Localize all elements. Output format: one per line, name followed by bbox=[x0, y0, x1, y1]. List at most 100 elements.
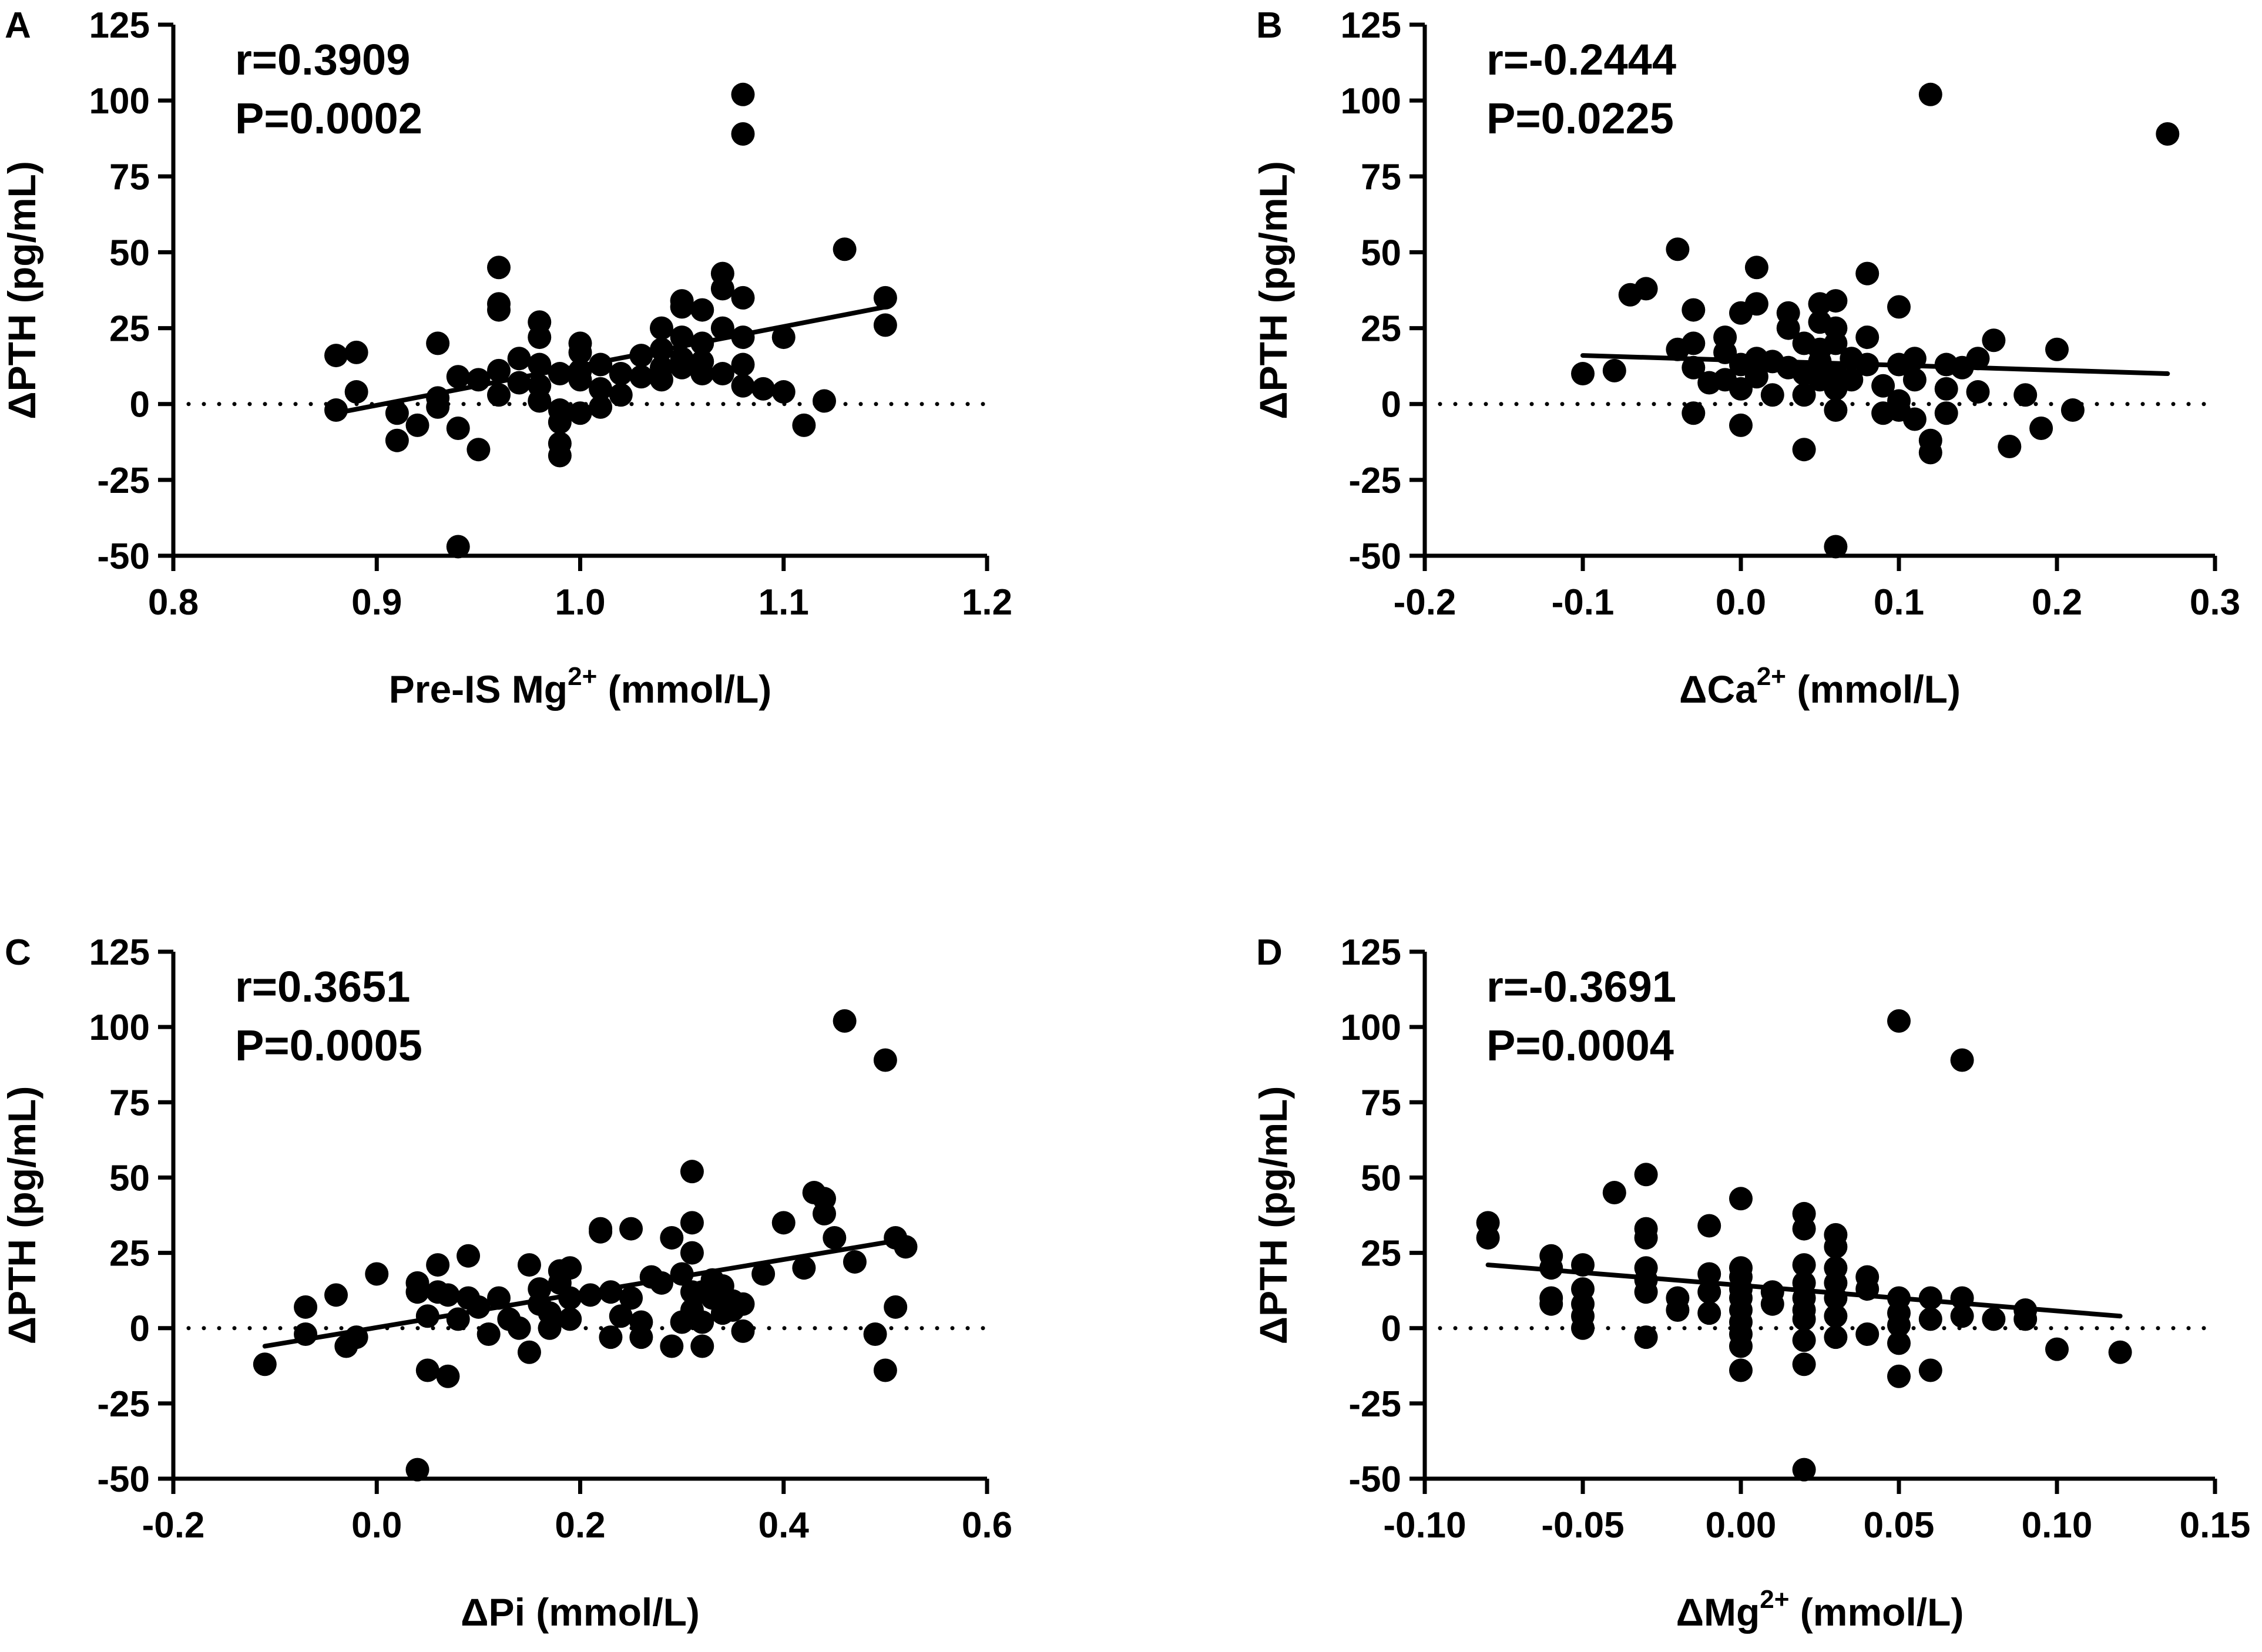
data-point bbox=[1682, 355, 1706, 380]
data-point bbox=[365, 1262, 389, 1286]
data-point bbox=[863, 1322, 887, 1346]
data-point bbox=[1571, 362, 1595, 386]
y-axis-label: ΔPTH (pg/mL) bbox=[0, 1086, 43, 1345]
data-point bbox=[680, 1211, 704, 1235]
data-point bbox=[873, 1358, 897, 1382]
y-tick-label: 125 bbox=[89, 5, 150, 46]
x-tick-label: 0.9 bbox=[351, 582, 402, 623]
data-point bbox=[1682, 331, 1706, 355]
data-point bbox=[1887, 1364, 1911, 1388]
y-tick-label: 100 bbox=[89, 81, 150, 122]
data-point bbox=[1792, 383, 1816, 407]
data-point bbox=[1918, 1358, 1942, 1382]
y-tick-label: 100 bbox=[1341, 81, 1401, 122]
regression-line bbox=[1580, 353, 2170, 377]
data-point bbox=[1887, 295, 1911, 319]
data-point bbox=[1855, 1322, 1880, 1346]
correlation-r: r=-0.2444 bbox=[1486, 35, 1676, 84]
data-point bbox=[670, 355, 694, 380]
data-point bbox=[1792, 1458, 1816, 1482]
x-tick-label: 0.05 bbox=[1864, 1505, 1935, 1546]
data-point bbox=[1634, 1325, 1658, 1349]
data-point bbox=[1918, 441, 1942, 465]
data-point bbox=[731, 374, 755, 398]
panel-c: C -50 -25 0 25 50 75 100 125 -0.2 0.0 0.2 0.4 0.6 ΔPi … bbox=[0, 932, 1012, 1634]
x-axis-label-main: ΔMg bbox=[1676, 1590, 1760, 1634]
data-point bbox=[1998, 435, 2022, 459]
data-point bbox=[385, 428, 409, 452]
data-point bbox=[690, 1310, 714, 1334]
y-tick-label: 50 bbox=[1361, 1158, 1401, 1198]
data-points bbox=[1571, 82, 2180, 559]
y-tick-label: 0 bbox=[1381, 1309, 1401, 1349]
data-point bbox=[609, 1304, 633, 1328]
data-point bbox=[1918, 1307, 1942, 1331]
y-tick-label: 50 bbox=[109, 1158, 150, 1198]
data-point bbox=[1744, 256, 1768, 280]
data-point bbox=[2060, 398, 2085, 422]
data-point bbox=[1792, 1217, 1816, 1241]
data-point bbox=[609, 362, 633, 386]
data-point bbox=[884, 1295, 908, 1319]
data-point bbox=[1871, 374, 1895, 398]
p-value: P=0.0004 bbox=[1486, 1021, 1674, 1070]
data-point bbox=[1855, 261, 1880, 286]
x-tick-label: 0.3 bbox=[2190, 582, 2240, 623]
x-axis-label: Pre-IS Mg2+ (mmol/L) bbox=[389, 662, 772, 711]
y-tick-label: 50 bbox=[1361, 233, 1401, 273]
y-axis-label: ΔPTH (pg/mL) bbox=[0, 161, 43, 419]
y-tick-label: 0 bbox=[1381, 385, 1401, 425]
regression-line bbox=[262, 1238, 898, 1349]
data-point bbox=[751, 1262, 776, 1286]
data-point bbox=[792, 1256, 816, 1280]
data-point bbox=[731, 286, 755, 310]
data-point bbox=[823, 1225, 847, 1250]
data-point bbox=[415, 1358, 439, 1382]
data-point bbox=[487, 383, 511, 407]
y-tick-label: 125 bbox=[1341, 5, 1401, 46]
x-tick-label: 0.8 bbox=[148, 582, 199, 623]
x-axis-label-unit: (mmol/L) bbox=[525, 1590, 700, 1634]
x-tick-label: -0.10 bbox=[1383, 1505, 1466, 1546]
y-tick-label: -50 bbox=[1348, 1459, 1401, 1500]
data-point bbox=[650, 316, 673, 340]
data-point bbox=[2029, 417, 2053, 441]
data-point bbox=[1682, 401, 1706, 425]
data-point bbox=[1776, 316, 1800, 340]
x-tick-label: 0.4 bbox=[759, 1505, 810, 1546]
data-point bbox=[1697, 1214, 1721, 1238]
data-point bbox=[1760, 383, 1784, 407]
data-point bbox=[528, 325, 552, 350]
data-point bbox=[771, 325, 796, 350]
y-tick-label: 125 bbox=[1341, 932, 1401, 973]
data-point bbox=[324, 344, 348, 368]
data-point bbox=[426, 395, 450, 419]
data-point bbox=[1729, 413, 1753, 437]
data-point bbox=[405, 1458, 429, 1482]
data-point bbox=[1982, 328, 2006, 352]
data-point bbox=[1602, 358, 1626, 382]
data-point bbox=[619, 1286, 643, 1310]
data-point bbox=[1792, 1253, 1816, 1277]
data-point bbox=[324, 398, 348, 422]
y-tick-label: 25 bbox=[109, 309, 150, 350]
y-tick-label: 0 bbox=[130, 385, 150, 425]
data-point bbox=[1634, 1280, 1658, 1304]
y-axis-label: ΔPTH (pg/mL) bbox=[1251, 1086, 1295, 1345]
data-point bbox=[487, 358, 511, 382]
data-point bbox=[792, 413, 816, 437]
x-axis-label-main: ΔCa bbox=[1679, 667, 1757, 711]
data-point bbox=[1887, 1009, 1911, 1033]
data-point bbox=[833, 237, 857, 261]
data-point bbox=[629, 1325, 653, 1349]
y-tick-label: 125 bbox=[89, 932, 150, 973]
data-point bbox=[476, 1322, 501, 1346]
data-point bbox=[385, 401, 409, 425]
y-tick-label: -25 bbox=[1348, 461, 1401, 501]
data-point bbox=[528, 389, 552, 413]
data-point bbox=[1634, 277, 1658, 301]
data-point bbox=[1934, 401, 1958, 425]
y-tick-label: 50 bbox=[109, 233, 150, 273]
x-axis-label: ΔCa2+ (mmol/L) bbox=[1679, 662, 1961, 711]
